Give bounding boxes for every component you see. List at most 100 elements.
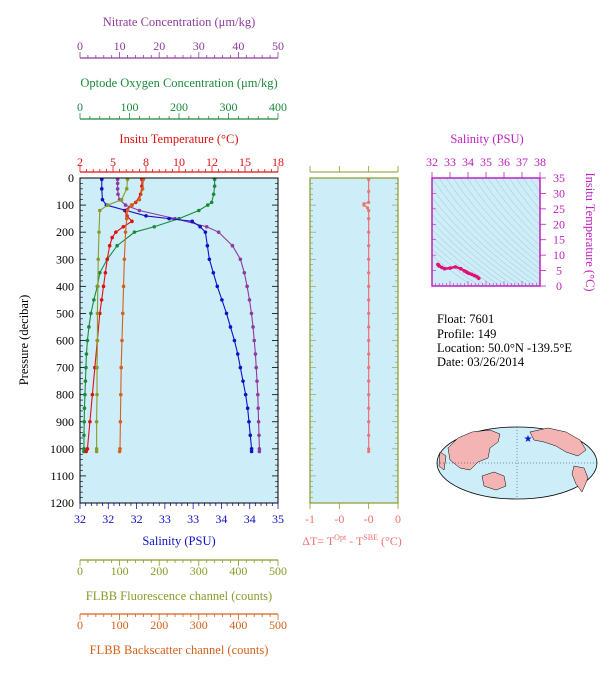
oxygen-point — [84, 365, 88, 370]
delta-t-point — [367, 208, 371, 213]
ts-isopycnal-lines — [432, 178, 540, 286]
delta-t-point — [367, 379, 371, 383]
pressure-tick-label: 100 — [56, 198, 74, 212]
backscatter-point — [123, 230, 128, 234]
ts-isopycnal — [432, 229, 501, 286]
salinity-point — [198, 224, 202, 229]
ts-isopycnal — [494, 178, 540, 233]
ts-isopycnal — [432, 236, 494, 286]
delta-t-point — [367, 325, 371, 329]
ts-x-tick-label: 36 — [498, 155, 510, 169]
nitrate-point — [116, 192, 120, 197]
temperature-point — [88, 419, 92, 424]
backscatter-point — [121, 284, 126, 289]
oxygen-point — [83, 392, 87, 397]
nitrate-point — [255, 379, 259, 383]
oxygen-point — [132, 230, 137, 234]
map-land-australia — [481, 471, 507, 491]
backscatter-axis-title: FLBB Backscatter channel (counts) — [90, 643, 269, 657]
pressure-tick-label: 0 — [68, 171, 74, 185]
salinity-tick-label: 34 — [215, 512, 227, 526]
fluorescence-point — [94, 447, 99, 451]
delta-t-point — [365, 206, 370, 210]
ts-x-tick-label: 33 — [444, 155, 456, 169]
salinity-point — [205, 243, 210, 248]
ts-y-tick-label: 5 — [556, 264, 562, 278]
delta-t-tick-label: -1 — [305, 512, 315, 526]
delta-t-point — [367, 217, 371, 221]
delta-t-point — [367, 230, 371, 234]
ts-isopycnal — [432, 178, 540, 285]
fluorescence-tick-label: 0 — [77, 564, 83, 578]
nitrate-tick-label: 10 — [114, 39, 126, 53]
backscatter-point — [129, 203, 134, 207]
salinity-point — [167, 216, 171, 221]
salinity-point — [203, 230, 208, 234]
ts-point — [459, 266, 463, 271]
nitrate-point — [256, 419, 261, 424]
backscatter-point — [140, 187, 145, 191]
salinity-point — [228, 325, 233, 329]
ts-isopycnal — [536, 178, 540, 183]
oxygen-point — [87, 325, 91, 329]
salinity-point — [207, 257, 212, 262]
oxygen-tick-label: 100 — [121, 100, 139, 114]
temperature-tick-label: 10 — [173, 155, 185, 169]
ts-point — [467, 271, 471, 276]
nitrate-tick-label: 30 — [193, 39, 205, 53]
delta-t-point — [367, 406, 371, 410]
fluorescence-point — [95, 338, 100, 343]
map-land-south-america — [571, 465, 589, 493]
pressure-tick-label: 1000 — [50, 442, 74, 456]
salinity-point — [247, 419, 251, 424]
ts-x-tick-label: 35 — [480, 155, 492, 169]
backscatter-point — [119, 365, 123, 370]
ts-point — [472, 273, 477, 278]
oxygen-point — [82, 447, 86, 451]
delta-t-point — [367, 244, 371, 248]
salinity-point — [232, 338, 237, 343]
oxygen-point — [205, 203, 210, 207]
fluorescence-point — [94, 419, 99, 424]
nitrate-point — [204, 224, 209, 229]
oxygen-point — [115, 243, 119, 248]
temperature-point — [85, 447, 90, 451]
nitrate-point — [230, 243, 235, 248]
nitrate-point — [242, 270, 247, 275]
ts-temperature-title: Insitu Temperature (°C) — [583, 172, 597, 291]
delta-t-point — [367, 311, 371, 316]
ts-isopycnal — [480, 178, 540, 247]
backscatter-point — [118, 392, 123, 397]
delta-t-plot-frame — [309, 177, 399, 504]
oxygen-point — [98, 270, 102, 275]
ts-point — [437, 264, 442, 268]
ts-isopycnal — [432, 221, 508, 286]
map-land-africa-edge — [438, 451, 447, 471]
fluorescence-point — [95, 392, 99, 397]
ts-isopycnal — [445, 178, 540, 275]
nitrate-point — [249, 311, 254, 316]
salinity-point — [144, 214, 148, 218]
nitrate-tick-label: 40 — [232, 39, 244, 53]
delta-t-point — [367, 338, 371, 343]
oxygen-point — [211, 192, 216, 197]
ts-isopycnal — [522, 178, 540, 202]
oxygen-point — [212, 184, 217, 188]
oxygen-point — [152, 224, 157, 229]
temperature-tick-label: 2 — [77, 155, 83, 169]
backscatter-tick-label: 500 — [269, 618, 287, 632]
nitrate-point — [137, 208, 142, 213]
ts-point — [469, 272, 474, 277]
pressure-tick-label: 400 — [56, 279, 74, 293]
salinity-tick-label: 32 — [102, 512, 114, 526]
ts-y-tick-label: 30 — [553, 186, 565, 200]
oxygen-point — [89, 311, 93, 316]
pressure-tick-label: 300 — [56, 252, 74, 266]
nitrate-axis-title: Nitrate Concentration (μm/kg) — [103, 15, 256, 29]
salinity-point — [100, 197, 105, 202]
ts-y-tick-label: 15 — [553, 233, 565, 247]
salinity-point — [248, 433, 253, 438]
ts-plot-frame — [431, 177, 541, 287]
ts-isopycnal — [432, 249, 480, 286]
delta-t-point — [367, 189, 371, 194]
